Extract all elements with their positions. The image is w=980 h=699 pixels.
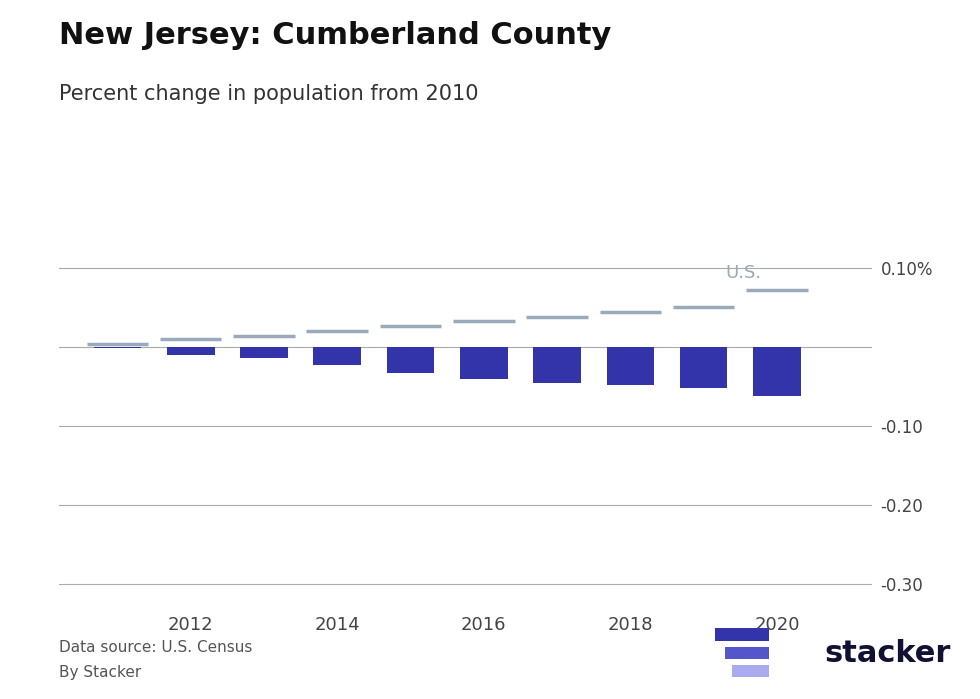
- Bar: [680, 347, 727, 389]
- Text: By Stacker: By Stacker: [59, 665, 141, 680]
- Bar: [314, 347, 361, 365]
- Bar: [387, 347, 434, 373]
- Bar: [607, 347, 655, 384]
- Bar: [460, 347, 508, 379]
- Bar: [753, 347, 801, 396]
- Bar: [167, 347, 215, 355]
- Text: New Jersey: Cumberland County: New Jersey: Cumberland County: [59, 21, 612, 50]
- Text: U.S.: U.S.: [725, 264, 761, 282]
- Text: Data source: U.S. Census: Data source: U.S. Census: [59, 640, 252, 654]
- Text: stacker: stacker: [824, 639, 951, 668]
- Text: Percent change in population from 2010: Percent change in population from 2010: [59, 84, 478, 104]
- Bar: [533, 347, 581, 383]
- Bar: [240, 347, 288, 358]
- Bar: [94, 347, 141, 348]
